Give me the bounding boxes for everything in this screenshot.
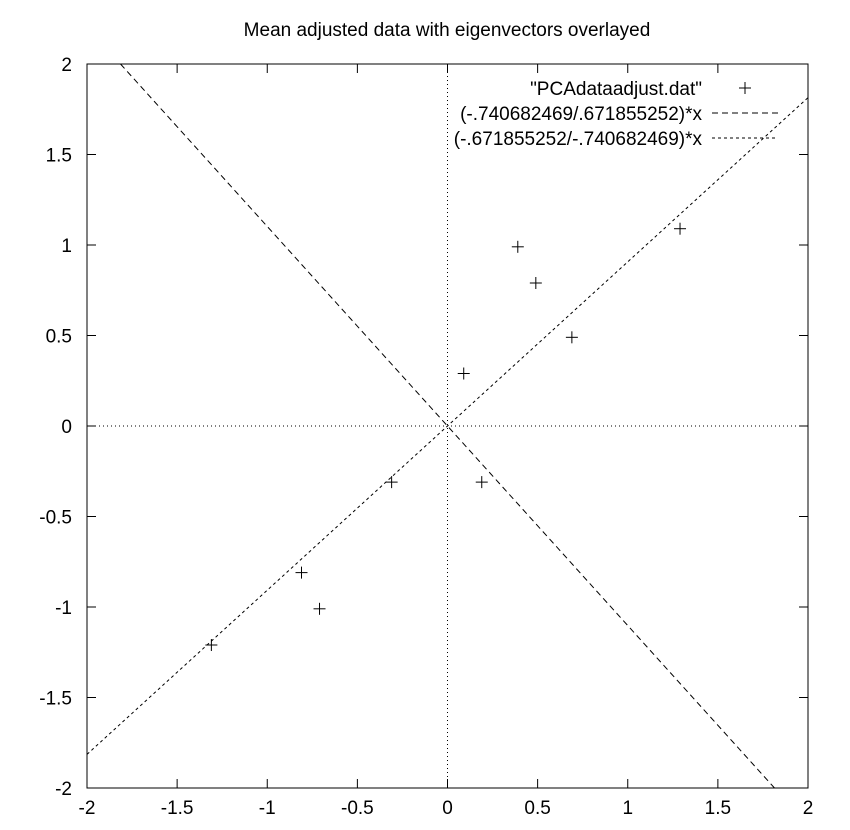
- y-tick-label: -2: [55, 779, 72, 800]
- data-point: [385, 476, 398, 489]
- series-line-1: [120, 63, 775, 789]
- x-tick-label: -0.5: [341, 798, 374, 819]
- data-point: [475, 476, 488, 489]
- y-tick-label: -1.5: [39, 689, 72, 710]
- x-tick-label: 2: [803, 798, 814, 819]
- legend: "PCAdataadjust.dat" (-.740682469/.6718552…: [454, 79, 778, 150]
- x-tick-label: 1.5: [705, 798, 731, 819]
- data-point: [457, 367, 470, 380]
- legend-label-1: (-.740682469/.671855252)*x: [460, 104, 702, 125]
- data-point: [565, 331, 578, 344]
- x-tick-label: 0: [442, 798, 453, 819]
- legend-label-0: "PCAdataadjust.dat": [530, 79, 702, 100]
- data-point: [529, 277, 542, 290]
- y-tick-label: 0.5: [46, 327, 72, 348]
- y-tick-label: 1.5: [46, 146, 72, 167]
- y-tick-label: -1: [55, 598, 72, 619]
- x-tick-label: -1: [259, 798, 276, 819]
- x-tick-label: 0.5: [524, 798, 550, 819]
- y-tick-label: 0: [61, 417, 72, 438]
- y-tick-label: 1: [61, 236, 72, 257]
- axis-ticks: -2 -1.5 -1 -0.5 0 0.5 1 1.5 2 -2 -1.5 -1 -0.5 0 0.5 1 1.…: [39, 55, 813, 819]
- data-point: [313, 602, 326, 615]
- data-points: [205, 222, 687, 652]
- x-tick-label: -1.5: [161, 798, 194, 819]
- x-tick-label: -2: [79, 798, 96, 819]
- data-point: [674, 222, 687, 235]
- data-point: [205, 639, 218, 652]
- y-tick-label: -0.5: [39, 508, 72, 529]
- data-point: [295, 566, 308, 579]
- legend-label-2: (-.671855252/-.740682469)*x: [454, 129, 703, 150]
- legend-marker-0: [739, 82, 751, 94]
- x-tick-label: 1: [622, 798, 633, 819]
- y-tick-label: 2: [61, 55, 72, 76]
- chart-title: Mean adjusted data with eigenvectors ove…: [244, 20, 651, 41]
- data-point: [511, 240, 524, 253]
